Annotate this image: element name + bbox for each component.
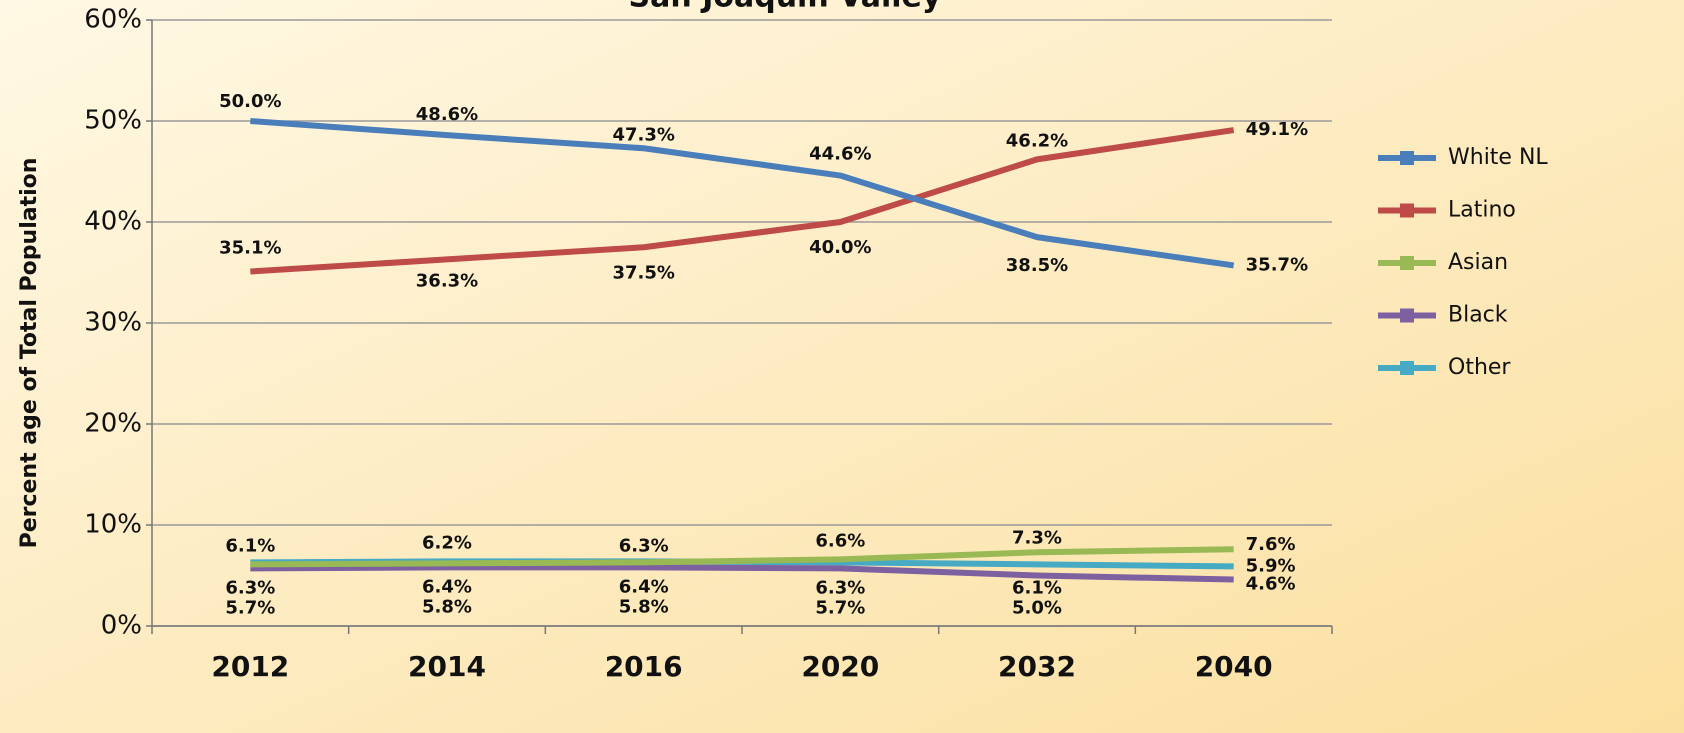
value-label: 5.9% [1246,555,1296,576]
value-label: 6.4% [422,576,472,597]
legend-label: Other [1448,355,1511,380]
value-label: 5.7% [815,597,865,618]
value-label: 40.0% [809,237,871,258]
value-label: 7.6% [1246,534,1296,555]
value-label: 36.3% [416,270,478,291]
x-tick-label: 2014 [408,650,486,683]
value-label: 38.5% [1006,255,1068,276]
y-axis-label: Percent age of Total Population [17,158,42,549]
y-tick-label: 30% [84,308,142,338]
value-label: 6.1% [1012,577,1062,598]
legend-marker [1400,151,1414,165]
value-label: 35.7% [1246,254,1308,275]
value-label: 6.3% [225,577,275,598]
x-tick-label: 2040 [1195,650,1273,683]
value-label: 6.1% [225,535,275,556]
y-tick-label: 0% [101,611,142,641]
value-label: 49.1% [1246,119,1308,140]
value-label: 6.3% [619,535,669,556]
x-tick-label: 2016 [605,650,683,683]
legend-marker [1400,308,1414,323]
value-label: 5.7% [225,597,275,618]
legend-label: Black [1448,303,1508,328]
y-tick-label: 10% [84,510,142,540]
legend-marker [1400,256,1414,270]
series-line [250,564,1234,583]
series-line [250,127,1235,275]
y-tick-label: 50% [84,106,142,136]
legend-label: White NL [1448,145,1548,170]
legend-marker [1400,203,1414,218]
value-label: 44.6% [809,144,871,165]
series-line [250,118,1235,269]
value-label: 37.5% [612,262,674,283]
value-label: 46.2% [1006,130,1068,151]
chart-title: San Joaquin Valley [629,0,942,15]
value-label: 48.6% [416,104,478,125]
series-line [250,546,1234,568]
y-tick-label: 60% [84,5,142,35]
legend-label: Latino [1448,198,1516,223]
value-label: 5.8% [422,596,472,617]
value-label: 6.6% [815,530,865,551]
value-label: 6.4% [619,576,669,597]
legend-marker [1400,361,1414,375]
value-label: 4.6% [1246,574,1296,595]
x-tick-label: 2020 [801,650,879,683]
y-tick-label: 40% [84,207,142,237]
y-tick-label: 20% [84,409,142,439]
x-tick-label: 2012 [211,650,289,683]
x-tick-label: 2032 [998,650,1076,683]
value-label: 6.3% [815,577,865,598]
value-label: 50.0% [219,91,281,112]
legend-label: Asian [1448,250,1508,275]
value-label: 5.0% [1012,598,1062,619]
value-label: 5.8% [619,596,669,617]
value-label: 47.3% [612,124,674,145]
value-label: 35.1% [219,237,281,258]
value-label: 6.2% [422,532,472,553]
value-label: 7.3% [1012,527,1062,548]
